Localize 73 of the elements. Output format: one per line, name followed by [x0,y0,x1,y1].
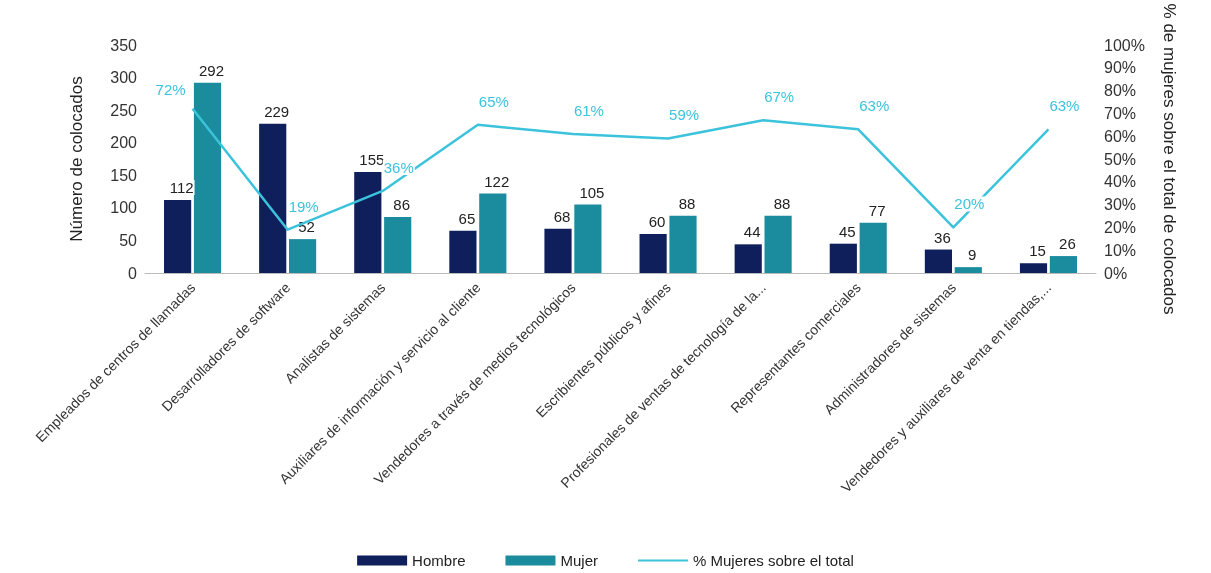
data-label: 61% [573,101,604,119]
data-label: 60 [648,212,666,230]
bar [924,249,952,273]
bar [639,233,667,273]
data-label: 86 [393,195,411,213]
data-label: 19% [288,197,319,215]
data-label: 26 [1059,235,1076,253]
bar [954,267,982,273]
y2-tick-label: 30% [1104,196,1137,214]
data-label: 15 [1029,242,1046,260]
data-label: 88 [678,194,696,212]
bar [384,216,412,273]
data-label: 88 [773,194,791,212]
data-label: 67% [764,88,795,106]
data-label: 112 [169,179,194,197]
data-label: 105 [579,183,605,201]
data-label: 68 [553,207,571,225]
bar [574,204,602,273]
data-label: 9 [968,246,977,264]
data-label: 20% [954,195,985,213]
y2-tick-label: 70% [1104,104,1137,122]
y2-tick-label: 90% [1104,59,1137,77]
y-tick-label: 0 [128,264,138,282]
legend-label: Hombre [412,552,466,569]
data-label: 229 [264,102,290,120]
bar [479,193,507,273]
bar [354,172,382,273]
data-label: 63% [1049,97,1080,115]
y-tick-label: 100 [110,199,138,217]
bar [164,200,192,273]
y2-tick-label: 60% [1104,127,1137,145]
y2-tick-label: 100% [1104,36,1145,54]
data-label: 36 [934,228,951,246]
y2-tick-label: 10% [1104,241,1137,259]
y-tick-label: 200 [110,134,138,152]
y2-tick-label: 0% [1104,264,1128,282]
bar [259,123,287,273]
data-label: 77 [868,201,886,219]
bar [669,215,697,273]
bar [193,82,222,273]
bar [1049,256,1077,273]
y2-tick-label: 20% [1104,218,1137,236]
y-tick-label: 50 [119,231,138,249]
data-label: 72% [155,80,186,98]
y-tick-label: 250 [110,101,138,119]
legend-label: % Mujeres sobre el total [692,552,854,569]
bar [289,239,317,273]
bar [544,228,572,273]
data-label: 36% [383,158,414,176]
bar [764,215,792,273]
y-axis-title: Número de colocados [67,76,86,242]
y2-tick-label: 40% [1104,173,1137,191]
y-tick-label: 350 [110,36,138,54]
bar [1019,263,1048,273]
bar [734,244,762,273]
data-label: 45 [838,222,856,240]
bar [449,230,477,273]
legend-label: Mujer [560,552,598,569]
data-label: 65% [478,92,509,110]
bar [859,222,887,273]
y-tick-label: 300 [110,69,138,87]
data-label: 155 [359,151,385,169]
y2-axis-title: % de mujeres sobre el total de colocados [1160,3,1179,315]
bar [829,243,857,273]
data-label: 44 [743,223,761,241]
data-label: 63% [859,97,890,115]
data-label: 65 [458,209,476,227]
y2-tick-label: 80% [1104,82,1137,100]
data-label: 122 [484,172,510,190]
data-label: 292 [198,61,225,79]
y-tick-label: 150 [110,166,138,184]
y2-tick-label: 50% [1104,150,1137,168]
data-label: 59% [669,106,700,124]
